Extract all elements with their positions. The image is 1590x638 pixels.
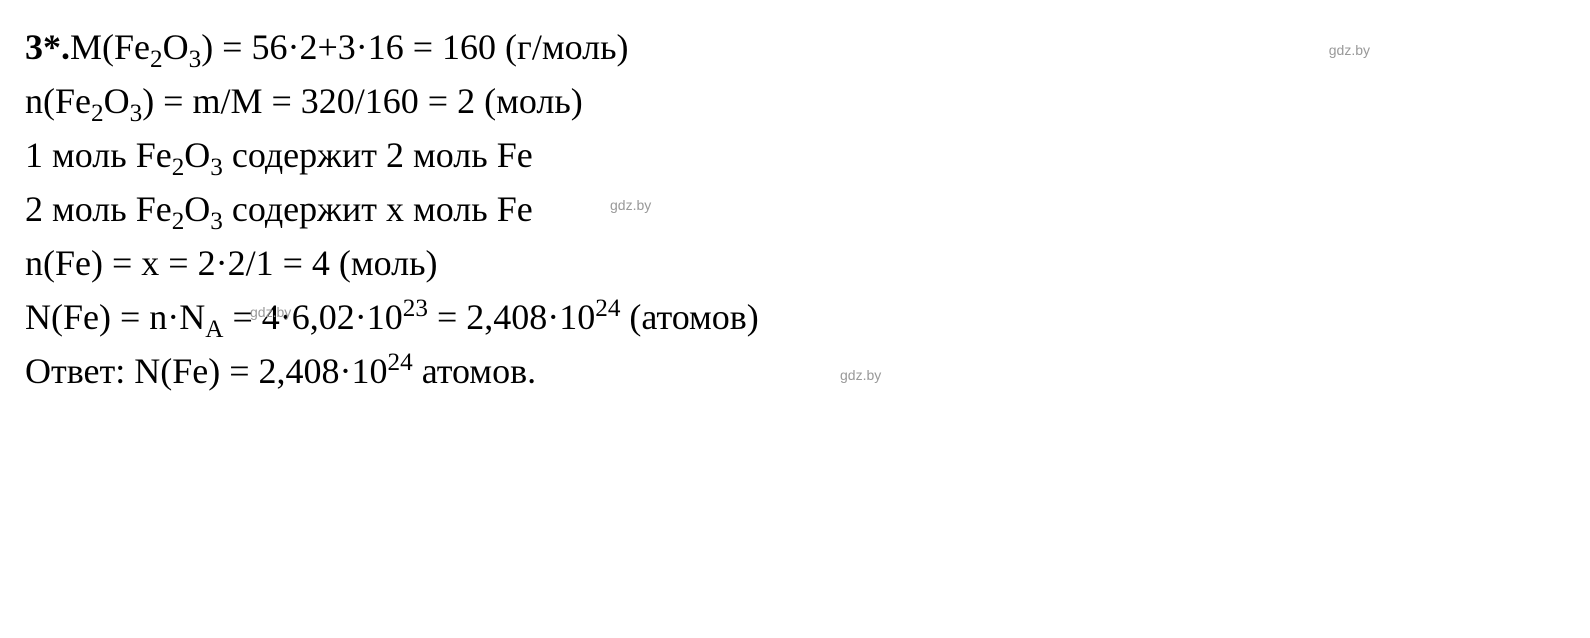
superscript: 23: [403, 295, 428, 322]
subscript: A: [205, 316, 223, 343]
subscript: 2: [91, 100, 104, 127]
subscript: 3: [210, 154, 223, 181]
line-3: 1 моль Fe2O3 содержит 2 моль Fe: [25, 128, 1565, 182]
text: O: [104, 81, 130, 121]
text: атомов.: [413, 351, 536, 391]
text: ) = m/M = 320/160 = 2 (моль): [142, 81, 583, 121]
text: содержит 2 моль Fe: [223, 135, 533, 175]
text: = 4·6,02·10: [223, 297, 402, 337]
subscript: 3: [189, 46, 202, 73]
text: содержит х моль Fe: [223, 189, 533, 229]
line-4: 2 моль Fe2O3 содержит х моль Fe: [25, 182, 1565, 236]
subscript: 2: [172, 154, 185, 181]
subscript: 3: [130, 100, 143, 127]
text: N(Fe) = n·N: [25, 297, 205, 337]
line-2: n(Fe2O3) = m/M = 320/160 = 2 (моль): [25, 74, 1565, 128]
text: (атомов): [620, 297, 758, 337]
subscript: 2: [150, 46, 163, 73]
line-1: 3*.М(Fe2O3) = 56·2+3·16 = 160 (г/моль): [25, 20, 1565, 74]
subscript: 2: [172, 208, 185, 235]
text: = 2,408·10: [428, 297, 595, 337]
problem-number: 3*.: [25, 27, 70, 67]
line-7: Ответ: N(Fe) = 2,408·1024 атомов.: [25, 344, 1565, 398]
superscript: 24: [388, 349, 413, 376]
subscript: 3: [210, 208, 223, 235]
text: O: [184, 135, 210, 175]
superscript: 24: [595, 295, 620, 322]
line-5: n(Fe) = x = 2·2/1 = 4 (моль): [25, 236, 1565, 290]
text: 1 моль Fe: [25, 135, 172, 175]
text: n(Fe) = x = 2·2/1 = 4 (моль): [25, 243, 438, 283]
text: 2 моль Fe: [25, 189, 172, 229]
text: М(Fe: [70, 27, 150, 67]
line-6: N(Fe) = n·NA = 4·6,02·1023 = 2,408·1024 …: [25, 290, 1565, 344]
text: O: [163, 27, 189, 67]
text: ) = 56·2+3·16 = 160 (г/моль): [201, 27, 628, 67]
text: Ответ: N(Fe) = 2,408·10: [25, 351, 388, 391]
text: O: [184, 189, 210, 229]
text: n(Fe: [25, 81, 91, 121]
